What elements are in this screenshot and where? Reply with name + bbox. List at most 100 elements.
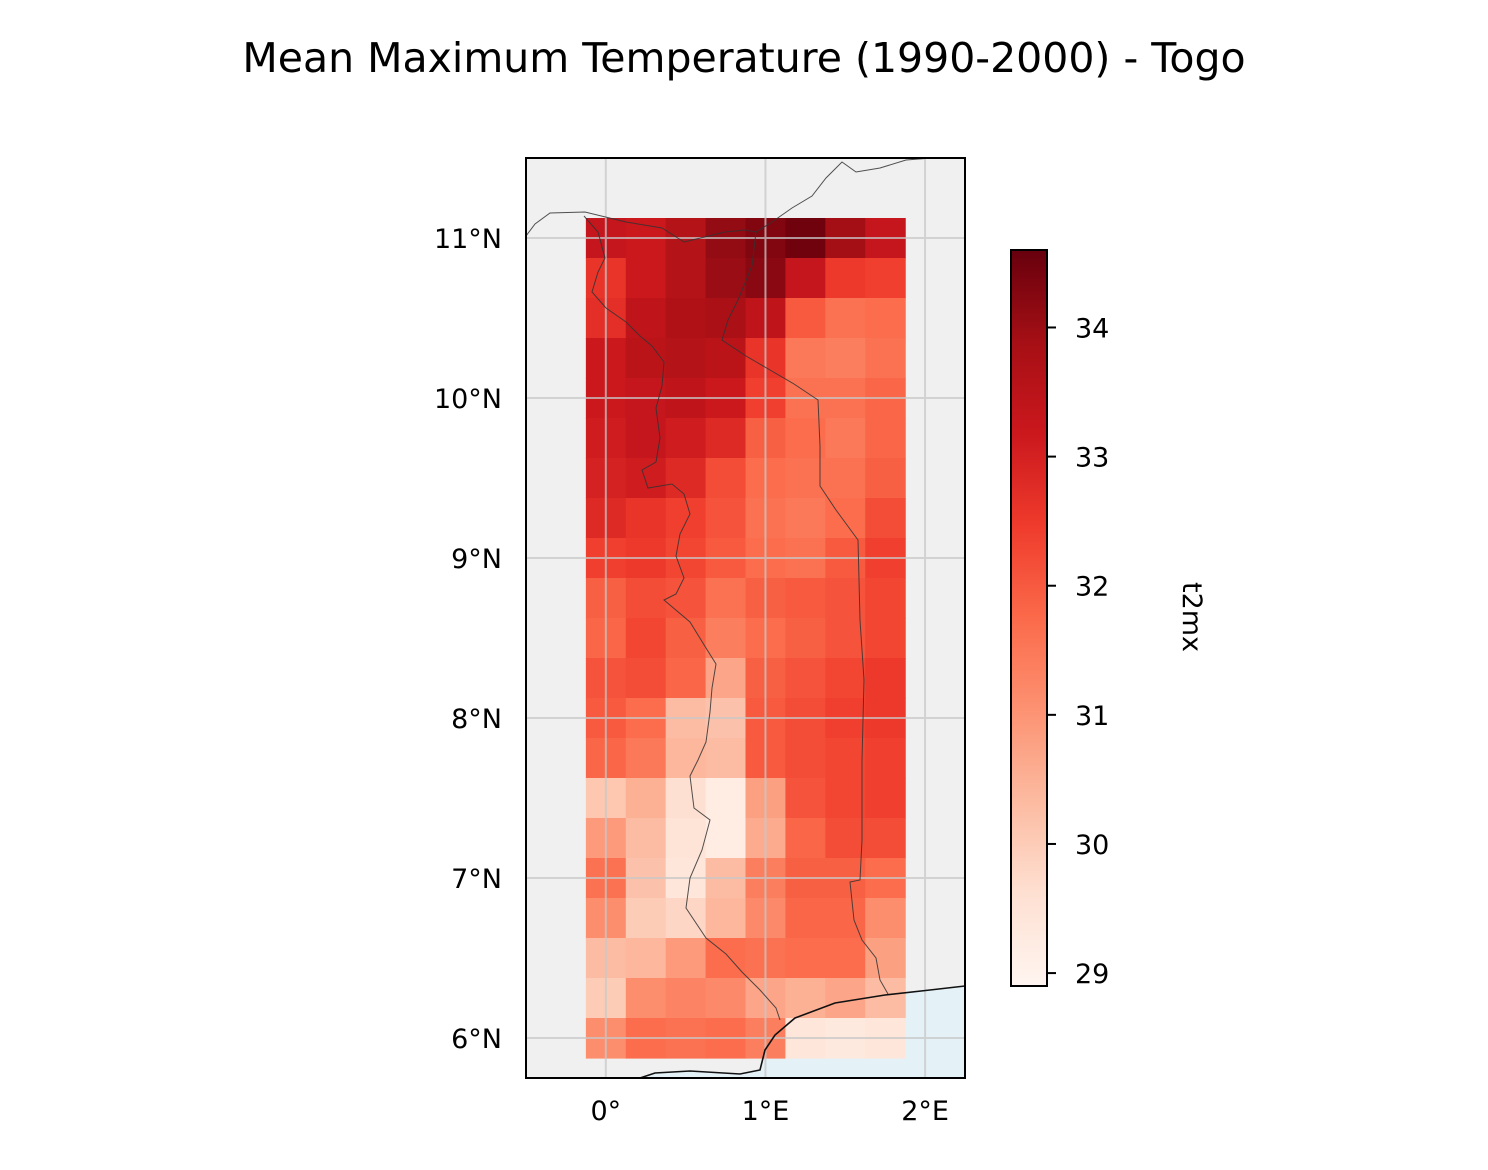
heatmap-cell <box>705 578 747 619</box>
map-frame <box>525 157 966 1079</box>
heatmap-cell <box>865 898 906 939</box>
heatmap-cell <box>705 498 747 539</box>
togo-east-border <box>721 231 889 995</box>
heatmap-cell <box>625 338 667 379</box>
lat-tick-label: 6°N <box>451 1024 502 1055</box>
heatmap-cell <box>705 658 747 699</box>
heatmap-cell <box>625 778 667 819</box>
heatmap-cell <box>865 738 906 779</box>
heatmap-cell <box>665 578 707 619</box>
colorbar-label: t2mx <box>1176 582 1207 652</box>
colorbar-tick-label: 34 <box>1075 313 1109 344</box>
heatmap-cell <box>785 298 826 339</box>
lat-tick-label: 9°N <box>451 544 502 575</box>
lon-tick-label: 2°E <box>901 1096 949 1127</box>
longitude-tick-labels: 0° 1°E 2°E <box>590 1096 948 1127</box>
heatmap-cell <box>785 938 826 979</box>
heatmap-cell <box>865 258 906 299</box>
heatmap-cell <box>625 498 667 539</box>
heatmap-cell <box>705 618 747 659</box>
heatmap-cell <box>625 938 667 979</box>
colorbar-tick-label: 32 <box>1075 572 1109 603</box>
heatmap-cell <box>785 338 826 379</box>
colorbar: 29 30 31 32 33 34 t2mx <box>1010 249 1207 990</box>
heatmap-cell <box>625 738 667 779</box>
heatmap-cell <box>665 978 707 1019</box>
heatmap-cell <box>785 618 826 659</box>
heatmap-cell <box>865 818 906 859</box>
heatmap-cell <box>825 978 866 1019</box>
borders <box>526 158 933 1021</box>
heatmap-cell <box>665 458 707 499</box>
heatmap-cell <box>825 778 866 819</box>
heatmap-cell <box>825 498 866 539</box>
heatmap-cell <box>785 658 826 699</box>
heatmap-cell <box>865 338 906 379</box>
heatmap-cell <box>825 418 866 459</box>
heatmap-cell <box>785 978 826 1019</box>
heatmap-cell <box>705 258 747 299</box>
heatmap-cell <box>705 818 747 859</box>
heatmap-cell <box>825 618 866 659</box>
heatmap-cell <box>865 618 906 659</box>
heatmap-cell <box>825 458 866 499</box>
heatmap-cell <box>665 338 707 379</box>
colorbar-tick-label: 31 <box>1075 701 1109 732</box>
heatmap-cell <box>825 938 866 979</box>
heatmap-cell <box>625 978 667 1019</box>
lat-tick-label: 11°N <box>434 224 502 255</box>
heatmap-cell <box>825 898 866 939</box>
heatmap-cell <box>865 498 906 539</box>
heatmap-cell <box>705 938 747 979</box>
heatmap-cell <box>625 658 667 699</box>
coastline <box>639 985 965 1078</box>
heatmap-cell <box>625 298 667 339</box>
heatmap-cell <box>865 418 906 459</box>
heatmap-cell <box>665 938 707 979</box>
heatmap-cell <box>825 658 866 699</box>
heatmap-cell <box>665 618 707 659</box>
heatmap-cell <box>625 818 667 859</box>
heatmap-cell <box>865 778 906 819</box>
heatmap-cell <box>865 298 906 339</box>
lat-tick-label: 10°N <box>434 384 502 415</box>
colorbar-tick-label: 29 <box>1075 959 1109 990</box>
heatmap-cell <box>865 658 906 699</box>
heatmap-cell <box>705 458 747 499</box>
heatmap-cell <box>865 458 906 499</box>
heatmap-cell <box>705 738 747 779</box>
heatmap-cell <box>785 258 826 299</box>
latitude-tick-labels: 6°N 7°N 8°N 9°N 10°N 11°N <box>434 224 502 1055</box>
northern-border <box>526 158 933 243</box>
chart-title: Mean Maximum Temperature (1990-2000) - T… <box>242 34 1245 82</box>
heatmap-cell <box>785 498 826 539</box>
heatmap-cell <box>665 658 707 699</box>
heatmap-cell <box>785 578 826 619</box>
heatmap-cell <box>665 898 707 939</box>
heatmap-cell <box>785 738 826 779</box>
heatmap-cell <box>705 898 747 939</box>
heatmap-cell <box>705 418 747 459</box>
heatmap-cell <box>785 778 826 819</box>
heatmap-cell <box>625 898 667 939</box>
heatmap-cell <box>625 578 667 619</box>
heatmap-cell <box>705 778 747 819</box>
heatmap-cell <box>705 298 747 339</box>
heatmap-cell <box>785 458 826 499</box>
heatmap-cell <box>865 978 906 1019</box>
togo-west-border <box>583 215 781 1021</box>
lon-tick-label: 1°E <box>742 1096 790 1127</box>
heatmap-cell <box>785 818 826 859</box>
heatmap-cells <box>585 218 906 1059</box>
heatmap-cell <box>825 298 866 339</box>
heatmap-cell <box>785 898 826 939</box>
heatmap-cell <box>825 738 866 779</box>
lat-tick-label: 7°N <box>451 864 502 895</box>
heatmap-cell <box>625 618 667 659</box>
heatmap-cell <box>865 938 906 979</box>
heatmap-cell <box>705 338 747 379</box>
heatmap-cell <box>825 818 866 859</box>
map-panel: 6°N 7°N 8°N 9°N 10°N 11°N 0° 1°E 2°E <box>434 157 966 1127</box>
lat-tick-label: 8°N <box>451 704 502 735</box>
